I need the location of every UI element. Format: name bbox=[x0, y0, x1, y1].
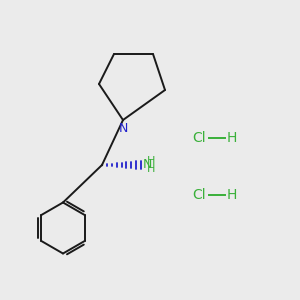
Text: N: N bbox=[118, 122, 128, 134]
Text: H: H bbox=[146, 156, 155, 166]
Text: H: H bbox=[146, 164, 155, 174]
Text: H: H bbox=[226, 131, 237, 145]
Text: H: H bbox=[226, 188, 237, 202]
Text: N: N bbox=[142, 158, 152, 172]
Text: Cl: Cl bbox=[192, 131, 206, 145]
Text: Cl: Cl bbox=[192, 188, 206, 202]
